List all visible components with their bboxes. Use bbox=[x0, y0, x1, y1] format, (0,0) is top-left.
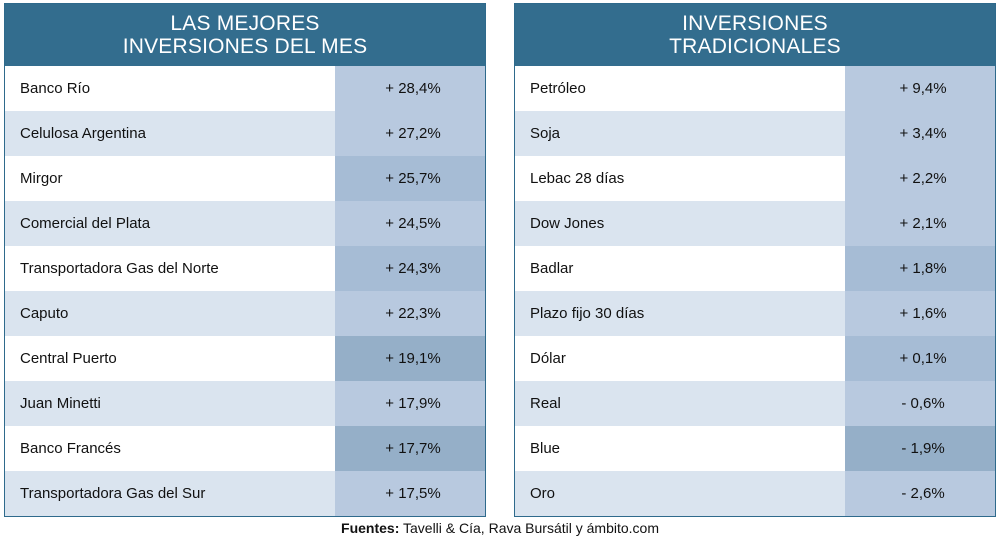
table-row: Banco Río + 28,4% bbox=[5, 66, 485, 111]
row-value: + 25,7% bbox=[335, 156, 485, 201]
table-row: Plazo fijo 30 días + 1,6% bbox=[515, 291, 995, 336]
row-name: Transportadora Gas del Norte bbox=[20, 260, 219, 277]
row-value: - 1,9% bbox=[845, 426, 995, 471]
table-row: Transportadora Gas del Sur + 17,5% bbox=[5, 471, 485, 516]
table-row: Soja + 3,4% bbox=[515, 111, 995, 156]
row-name: Celulosa Argentina bbox=[20, 125, 146, 142]
sources-footer: Fuentes: Tavelli & Cía, Rava Bursátil y … bbox=[0, 519, 1000, 537]
table-title-line: INVERSIONES bbox=[682, 12, 828, 35]
row-name: Lebac 28 días bbox=[530, 170, 625, 187]
row-name: Petróleo bbox=[530, 80, 586, 97]
row-name: Banco Francés bbox=[20, 440, 121, 457]
table-row: Transportadora Gas del Norte + 24,3% bbox=[5, 246, 485, 291]
table-row: Juan Minetti + 17,9% bbox=[5, 381, 485, 426]
row-value: + 3,4% bbox=[845, 111, 995, 156]
table-row: Petróleo + 9,4% bbox=[515, 66, 995, 111]
row-value: - 0,6% bbox=[845, 381, 995, 426]
table-title-line: INVERSIONES DEL MES bbox=[122, 35, 368, 58]
table-row: Real - 0,6% bbox=[515, 381, 995, 426]
row-value: + 22,3% bbox=[335, 291, 485, 336]
row-name: Central Puerto bbox=[20, 350, 117, 367]
row-name: Dow Jones bbox=[530, 215, 605, 232]
table-title-line: TRADICIONALES bbox=[669, 35, 841, 58]
row-name: Comercial del Plata bbox=[20, 215, 151, 232]
table-row: Banco Francés + 17,7% bbox=[5, 426, 485, 471]
sources-text: Tavelli & Cía, Rava Bursátil y ámbito.co… bbox=[403, 520, 659, 536]
row-value: + 1,8% bbox=[845, 246, 995, 291]
row-name: Blue bbox=[530, 440, 561, 457]
row-value: + 17,9% bbox=[335, 381, 485, 426]
row-name: Soja bbox=[530, 125, 561, 142]
row-value: + 2,1% bbox=[845, 201, 995, 246]
table-row: Caputo + 22,3% bbox=[5, 291, 485, 336]
row-value: + 9,4% bbox=[845, 66, 995, 111]
table-row: Dow Jones + 2,1% bbox=[515, 201, 995, 246]
best-investments-header: LAS MEJORES INVERSIONES DEL MES bbox=[5, 4, 485, 66]
sources-label: Fuentes: bbox=[341, 520, 400, 536]
row-value: + 24,5% bbox=[335, 201, 485, 246]
table-row: Blue - 1,9% bbox=[515, 426, 995, 471]
traditional-investments-table: INVERSIONES TRADICIONALES Petróleo + 9,4%… bbox=[514, 3, 996, 517]
row-name: Dólar bbox=[530, 350, 566, 367]
table-body: Petróleo + 9,4% Soja + 3,4% Lebac 28 días + 2… bbox=[515, 66, 995, 516]
row-name: Mirgor bbox=[20, 170, 63, 187]
table-title-line: LAS MEJORES bbox=[170, 12, 320, 35]
row-name: Juan Minetti bbox=[20, 395, 101, 412]
table-row: Lebac 28 días + 2,2% bbox=[515, 156, 995, 201]
table-row: Celulosa Argentina + 27,2% bbox=[5, 111, 485, 156]
row-value: + 17,5% bbox=[335, 471, 485, 516]
row-value: + 0,1% bbox=[845, 336, 995, 381]
table-body: Banco Río + 28,4% Celulosa Argentina + 27,2… bbox=[5, 66, 485, 516]
table-row: Badlar + 1,8% bbox=[515, 246, 995, 291]
row-value: + 24,3% bbox=[335, 246, 485, 291]
row-value: + 17,7% bbox=[335, 426, 485, 471]
table-row: Oro - 2,6% bbox=[515, 471, 995, 516]
table-row: Central Puerto + 19,1% bbox=[5, 336, 485, 381]
traditional-investments-header: INVERSIONES TRADICIONALES bbox=[515, 4, 995, 66]
row-name: Real bbox=[530, 395, 561, 412]
row-value: + 27,2% bbox=[335, 111, 485, 156]
row-value: + 1,6% bbox=[845, 291, 995, 336]
row-value: + 19,1% bbox=[335, 336, 485, 381]
row-name: Banco Río bbox=[20, 80, 91, 97]
row-name: Badlar bbox=[530, 260, 574, 277]
row-value: + 2,2% bbox=[845, 156, 995, 201]
row-name: Caputo bbox=[20, 305, 69, 322]
row-value: - 2,6% bbox=[845, 471, 995, 516]
row-name: Oro bbox=[530, 485, 556, 502]
best-investments-table: LAS MEJORES INVERSIONES DEL MES Banco Rí… bbox=[4, 3, 486, 517]
table-row: Mirgor + 25,7% bbox=[5, 156, 485, 201]
table-row: Comercial del Plata + 24,5% bbox=[5, 201, 485, 246]
table-row: Dólar + 0,1% bbox=[515, 336, 995, 381]
row-value: + 28,4% bbox=[335, 66, 485, 111]
row-name: Transportadora Gas del Sur bbox=[20, 485, 206, 502]
row-name: Plazo fijo 30 días bbox=[530, 305, 645, 322]
